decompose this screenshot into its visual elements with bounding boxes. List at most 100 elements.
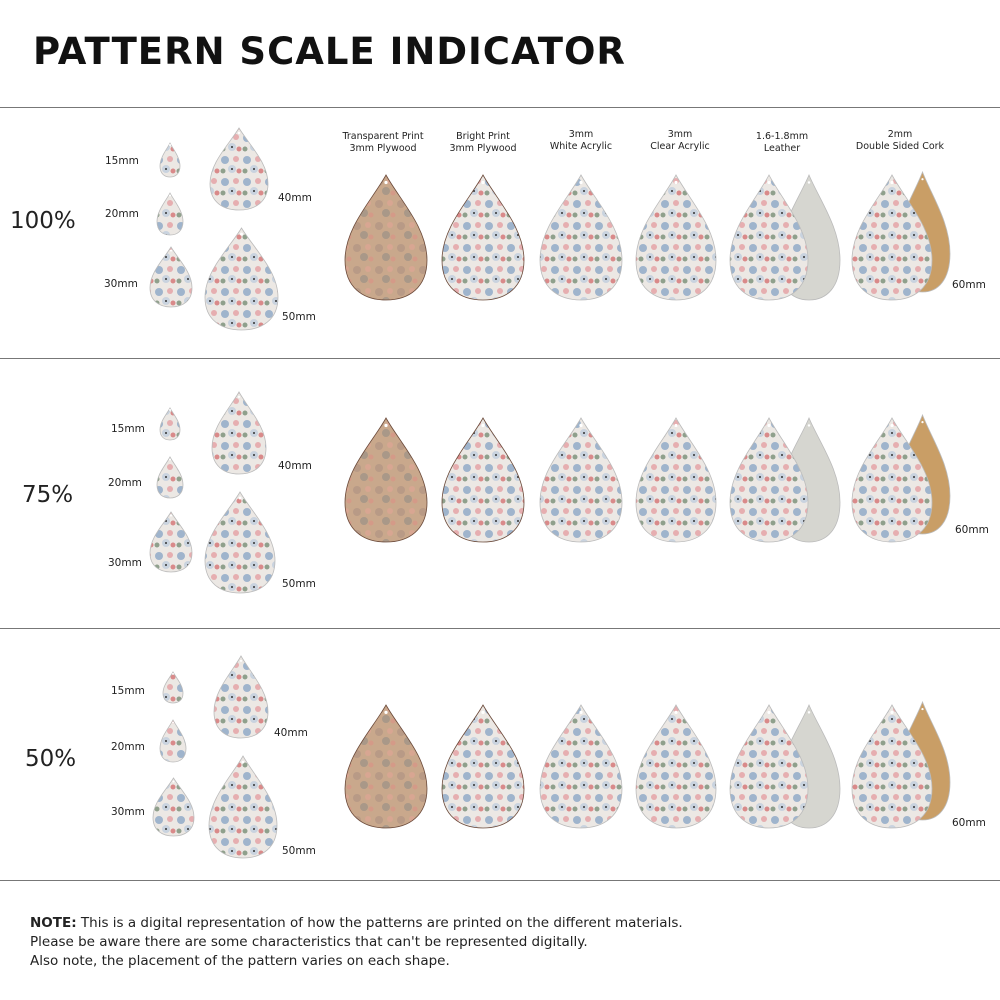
hole — [674, 180, 678, 185]
note-label: NOTE: — [30, 915, 77, 931]
hole — [169, 408, 171, 411]
page-title: PATTERN SCALE INDICATOR — [33, 30, 626, 73]
size-label: 60mm — [952, 279, 986, 291]
size-label: 30mm — [108, 557, 142, 569]
size-label: 15mm — [111, 423, 145, 435]
small-earring — [149, 246, 193, 308]
material-header: 2mm Double Sided Cork — [840, 129, 960, 153]
material-line: Bright Print — [456, 131, 510, 142]
small-earring — [159, 142, 181, 178]
hole — [767, 180, 771, 185]
hole — [481, 180, 485, 185]
earring-clear-acrylic — [635, 417, 717, 543]
earring-clear-acrylic — [635, 174, 717, 301]
earring-leather — [729, 417, 809, 543]
small-earring — [159, 719, 187, 763]
hole — [579, 423, 583, 428]
size-label: 20mm — [108, 477, 142, 489]
size-label: 60mm — [952, 817, 986, 829]
size-label: 40mm — [278, 192, 312, 204]
hole — [579, 710, 583, 715]
hole — [921, 421, 924, 424]
divider — [0, 880, 1000, 881]
divider — [0, 358, 1000, 359]
hole — [172, 672, 174, 675]
size-label: 50mm — [282, 311, 316, 323]
hole — [239, 659, 243, 662]
size-label: 40mm — [278, 460, 312, 472]
hole — [481, 423, 485, 428]
hole — [169, 458, 171, 461]
size-label: 40mm — [274, 727, 308, 739]
hole — [807, 181, 811, 184]
hole — [890, 710, 894, 714]
material-header: 3mm White Acrylic — [521, 129, 641, 153]
size-label: 50mm — [282, 845, 316, 857]
note-line: This is a digital representation of how … — [80, 915, 683, 931]
material-line: 3mm Plywood — [349, 143, 417, 154]
hole — [767, 710, 771, 714]
hole — [237, 395, 241, 399]
earring-transparent-plywood — [344, 417, 428, 543]
small-earring — [211, 391, 267, 475]
size-label: 30mm — [104, 278, 138, 290]
note-line: Also note, the placement of the pattern … — [30, 953, 450, 969]
hole — [674, 710, 678, 714]
hole — [237, 131, 241, 135]
hole — [890, 180, 894, 185]
size-label: 60mm — [955, 524, 989, 536]
hole — [172, 780, 175, 783]
divider — [0, 107, 1000, 108]
earring-transparent-plywood — [344, 174, 428, 301]
earring-cork — [851, 417, 933, 543]
earring-bright-plywood — [441, 174, 525, 301]
material-line: 3mm Plywood — [449, 143, 517, 154]
earring-leather — [729, 704, 809, 829]
earring-white-acrylic — [539, 417, 623, 543]
hole — [241, 760, 245, 764]
hole — [481, 710, 485, 715]
earring-cork — [851, 704, 933, 829]
hole — [170, 514, 172, 517]
small-earring — [209, 127, 269, 211]
hole — [169, 144, 171, 147]
note: NOTE: This is a digital representation o… — [30, 914, 683, 971]
material-line: 2mm — [887, 129, 913, 140]
material-header: 1.6-1.8mm Leather — [722, 131, 842, 155]
small-earring — [152, 777, 195, 837]
hole — [384, 710, 388, 715]
hole — [921, 707, 924, 711]
small-earring — [156, 192, 184, 236]
hole — [579, 180, 583, 185]
earring-bright-plywood — [441, 704, 525, 829]
scale-label: 50% — [25, 746, 77, 772]
divider — [0, 628, 1000, 629]
small-earring — [208, 755, 278, 859]
material-line: 1.6-1.8mm — [755, 131, 809, 142]
material-line: 3mm — [667, 129, 693, 140]
hole — [807, 711, 811, 714]
material-header: Bright Print 3mm Plywood — [423, 131, 543, 155]
size-label: 15mm — [111, 685, 145, 697]
small-earring — [156, 456, 184, 499]
material-line: Clear Acrylic — [650, 141, 710, 152]
earring-white-acrylic — [539, 704, 623, 829]
material-line: 3mm — [568, 129, 594, 140]
hole — [169, 194, 171, 197]
hole — [238, 496, 242, 500]
hole — [170, 249, 172, 252]
size-label: 50mm — [282, 578, 316, 590]
small-earring — [213, 655, 269, 739]
hole — [767, 423, 771, 427]
earring-clear-acrylic — [635, 704, 717, 829]
material-header: Transparent Print 3mm Plywood — [323, 131, 443, 155]
size-label: 20mm — [111, 741, 145, 753]
earring-transparent-plywood — [344, 704, 428, 829]
hole — [807, 424, 811, 427]
size-label: 20mm — [105, 208, 139, 220]
hole — [384, 180, 388, 185]
material-line: Leather — [763, 143, 801, 154]
small-earring — [204, 491, 276, 594]
size-label: 30mm — [111, 806, 145, 818]
